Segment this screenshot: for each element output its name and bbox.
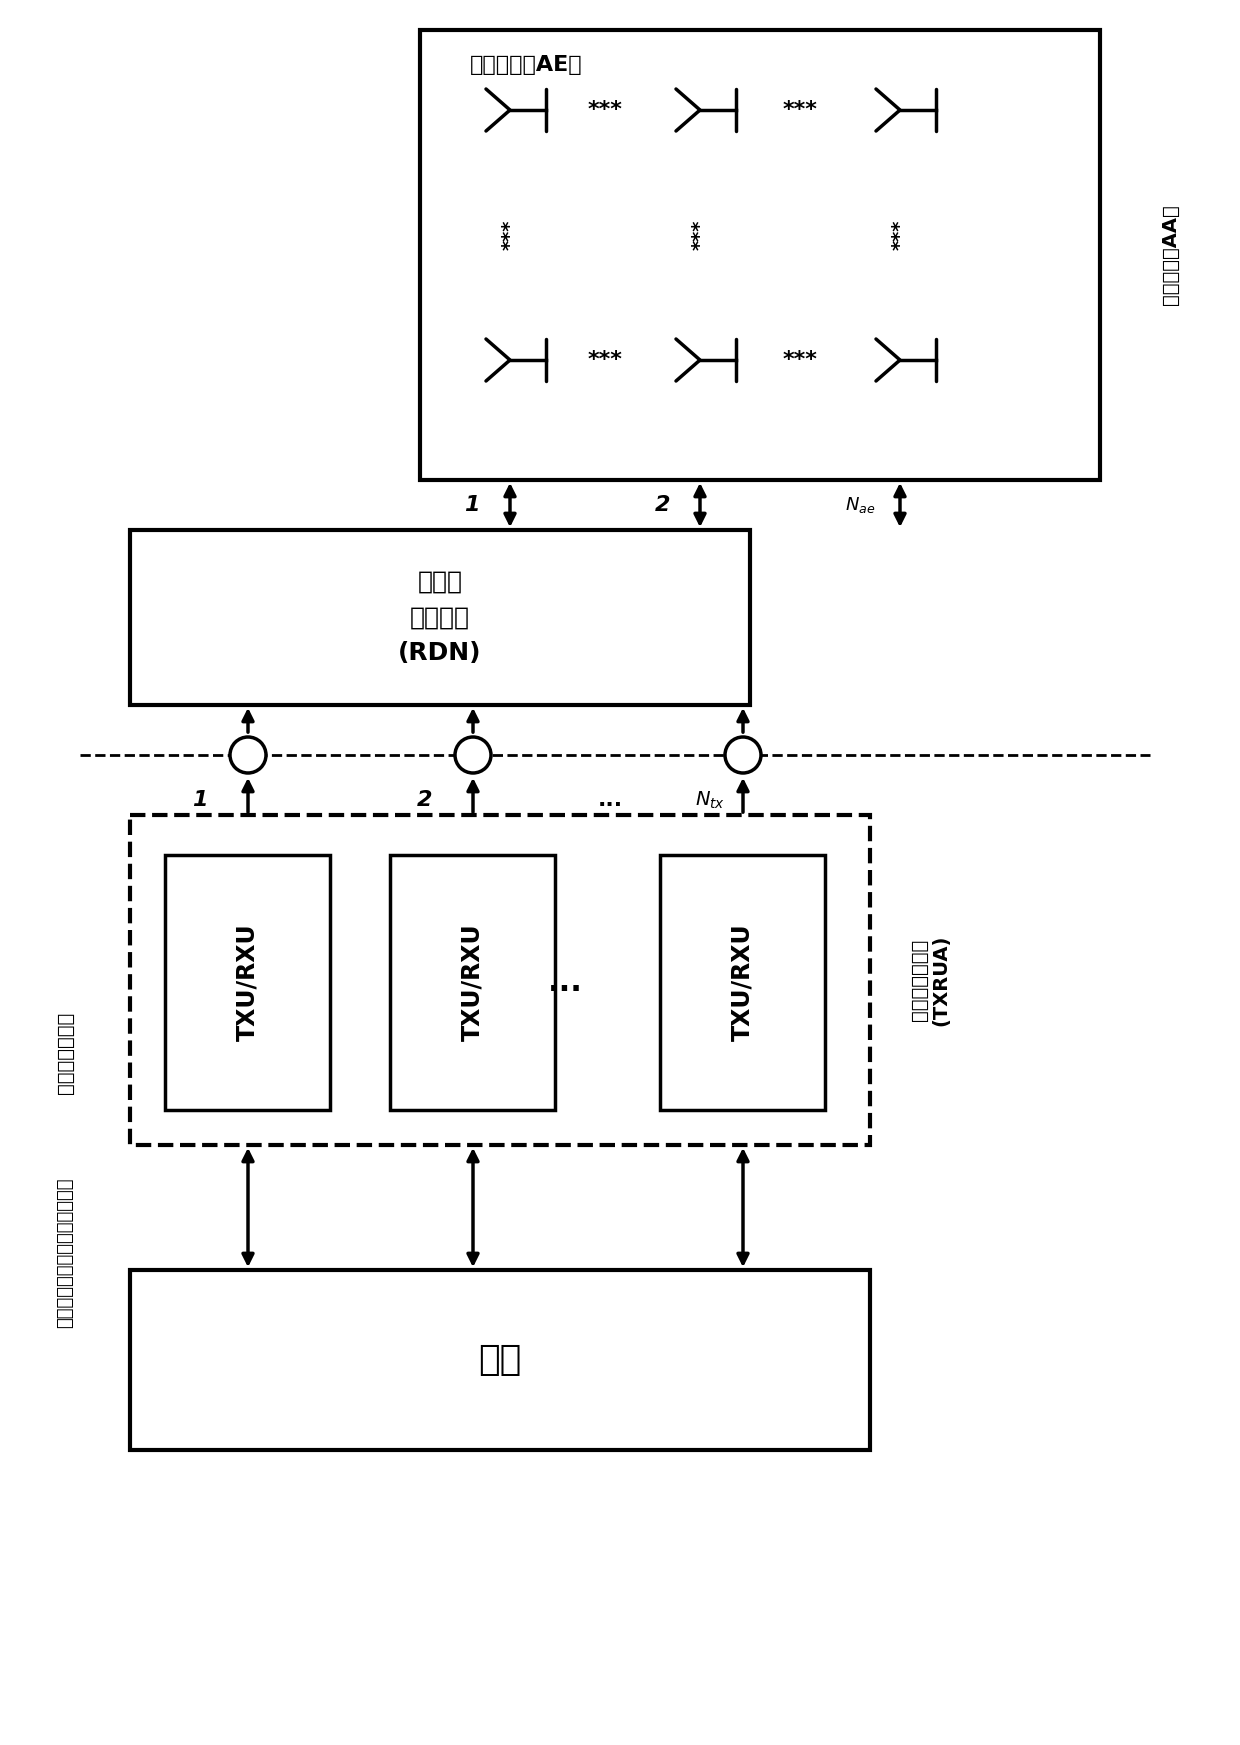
Text: 1: 1 <box>465 496 480 515</box>
Bar <box>165 855 330 1110</box>
Circle shape <box>229 736 267 773</box>
Bar <box>660 855 825 1110</box>
Bar <box>130 1270 870 1450</box>
Text: ***: *** <box>501 220 520 250</box>
Text: 2: 2 <box>655 496 670 515</box>
Text: TXU/RXU: TXU/RXU <box>730 923 754 1042</box>
Text: ***: *** <box>782 351 817 370</box>
Text: ***: *** <box>588 351 622 370</box>
Text: 收发机单元阵列
(TXRUA): 收发机单元阵列 (TXRUA) <box>909 934 951 1026</box>
Text: $N_{tx}$: $N_{tx}$ <box>694 790 725 811</box>
Text: ***: *** <box>691 220 709 250</box>
Circle shape <box>455 736 491 773</box>
Text: ***: *** <box>890 220 909 250</box>
Text: TXU/RXU: TXU/RXU <box>236 923 259 1042</box>
Text: 2: 2 <box>417 790 433 810</box>
Text: 1: 1 <box>192 790 208 810</box>
Text: （物理天线端口／天线连接器）: （物理天线端口／天线连接器） <box>56 1178 74 1328</box>
Text: 收发机阵列边界: 收发机阵列边界 <box>56 1012 74 1094</box>
Circle shape <box>725 736 761 773</box>
Text: 基带: 基带 <box>479 1344 522 1377</box>
Text: ***: *** <box>782 99 817 120</box>
Text: ***: *** <box>588 99 622 120</box>
Bar <box>420 30 1100 480</box>
Text: $N_{ae}$: $N_{ae}$ <box>844 496 875 515</box>
Text: ...: ... <box>548 967 583 996</box>
Text: 阵列单元（AE）: 阵列单元（AE） <box>470 56 583 75</box>
Text: 无线电
分配网络
(RDN): 无线电 分配网络 (RDN) <box>398 571 482 665</box>
Text: ...: ... <box>598 790 622 810</box>
Text: TXU/RXU: TXU/RXU <box>460 923 485 1042</box>
Bar <box>391 855 556 1110</box>
Bar <box>130 815 870 1145</box>
Bar <box>130 530 750 705</box>
Text: 天线阵列（AA）: 天线阵列（AA） <box>1161 204 1179 305</box>
